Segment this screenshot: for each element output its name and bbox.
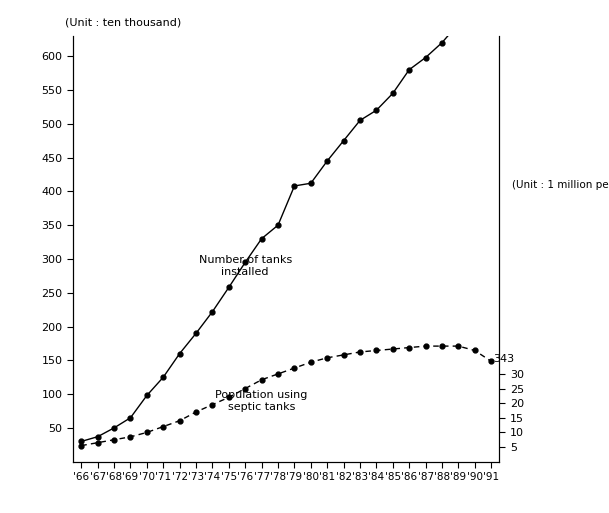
Text: Number of tanks
installed: Number of tanks installed xyxy=(199,255,292,277)
Text: (Unit : 1 million persons): (Unit : 1 million persons) xyxy=(512,180,609,190)
Text: 343: 343 xyxy=(493,354,514,364)
Text: Population using
septic tanks: Population using septic tanks xyxy=(216,390,308,411)
Text: (Unit : ten thousand): (Unit : ten thousand) xyxy=(65,17,181,27)
